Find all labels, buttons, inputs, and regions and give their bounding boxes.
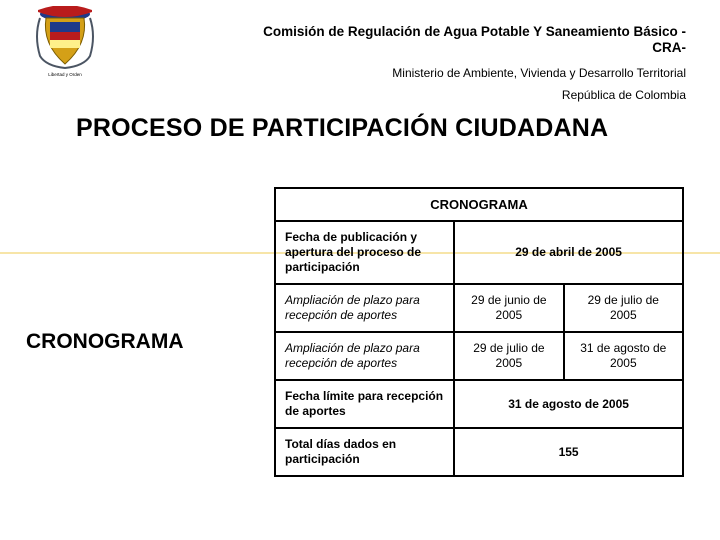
row-value: 29 de julio de 2005 (564, 284, 683, 332)
table-row: Total días dados en participación155 (275, 428, 683, 476)
svg-text:Libertad y Orden: Libertad y Orden (48, 72, 82, 77)
header-ministry: Ministerio de Ambiente, Vivienda y Desar… (246, 66, 686, 80)
row-label: Ampliación de plazo para recepción de ap… (275, 332, 454, 380)
table-row: Ampliación de plazo para recepción de ap… (275, 284, 683, 332)
header-country: República de Colombia (246, 88, 686, 102)
row-label: Fecha de publicación y apertura del proc… (275, 221, 454, 284)
header-org: Comisión de Regulación de Agua Potable Y… (246, 24, 686, 56)
row-value: 29 de julio de 2005 (454, 332, 563, 380)
table-row: Fecha límite para recepción de aportes31… (275, 380, 683, 428)
row-value: 29 de junio de 2005 (454, 284, 563, 332)
table-row: Fecha de publicación y apertura del proc… (275, 221, 683, 284)
slide-header: Comisión de Regulación de Agua Potable Y… (246, 24, 686, 102)
row-label: Ampliación de plazo para recepción de ap… (275, 284, 454, 332)
row-value: 29 de abril de 2005 (454, 221, 683, 284)
cronograma-table: CRONOGRAMA Fecha de publicación y apertu… (274, 187, 684, 477)
side-label: CRONOGRAMA (26, 330, 184, 354)
row-label: Total días dados en participación (275, 428, 454, 476)
table-header: CRONOGRAMA (275, 188, 683, 221)
coat-of-arms-icon: Libertad y Orden (30, 6, 100, 78)
row-value: 31 de agosto de 2005 (564, 332, 683, 380)
table-row: Ampliación de plazo para recepción de ap… (275, 332, 683, 380)
row-value: 31 de agosto de 2005 (454, 380, 683, 428)
row-label: Fecha límite para recepción de aportes (275, 380, 454, 428)
slide-title: PROCESO DE PARTICIPACIÓN CIUDADANA (76, 114, 608, 143)
row-value: 155 (454, 428, 683, 476)
